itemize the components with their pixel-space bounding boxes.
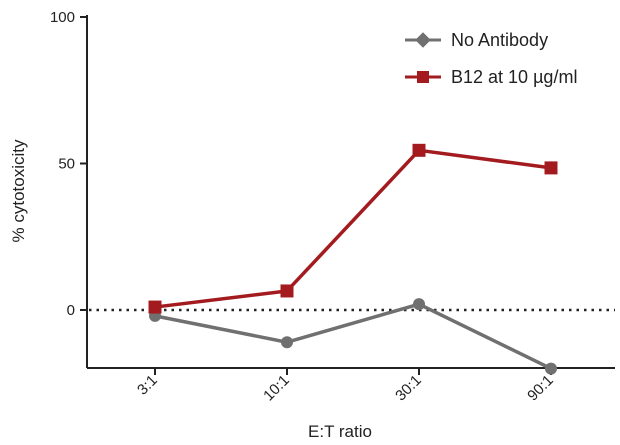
legend-swatch-b12-marker xyxy=(417,71,429,83)
x-ticks: 3:1 10:1 30:1 90:1 xyxy=(134,368,557,404)
series-line-b12-at-10-g-ml xyxy=(154,148,552,309)
data-point-b12-at-10-g-ml-3-1 xyxy=(148,300,162,314)
y-tick-label-100: 100 xyxy=(50,9,75,26)
x-tick-label-30-1: 30:1 xyxy=(392,372,425,405)
data-point-no-antibody-10-1 xyxy=(281,336,293,349)
legend-entry-b12: B12 at 10 µg/ml xyxy=(405,67,577,87)
series-layer xyxy=(148,143,558,375)
series-line-no-antibody xyxy=(154,302,552,371)
y-tick-label-50: 50 xyxy=(58,156,75,173)
y-ticks: 0 50 100 xyxy=(50,9,87,319)
data-point-no-antibody-90-1 xyxy=(545,362,557,375)
data-point-b12-at-10-g-ml-90-1 xyxy=(544,161,558,175)
data-point-b12-at-10-g-ml-30-1 xyxy=(412,143,426,157)
data-point-b12-at-10-g-ml-10-1 xyxy=(280,284,294,298)
data-point-no-antibody-30-1 xyxy=(413,298,425,311)
legend: No Antibody B12 at 10 µg/ml xyxy=(405,30,577,87)
x-axis-title: E:T ratio xyxy=(308,422,372,441)
x-tick-label-3-1: 3:1 xyxy=(134,372,161,399)
legend-entry-no-antibody: No Antibody xyxy=(405,30,548,50)
y-axis-title: % cytotoxicity xyxy=(9,139,28,242)
y-tick-label-0: 0 xyxy=(67,302,75,319)
legend-label-no-antibody: No Antibody xyxy=(451,30,548,50)
x-tick-label-90-1: 90:1 xyxy=(524,372,557,405)
legend-swatch-no-antibody-marker xyxy=(415,32,431,48)
legend-label-b12: B12 at 10 µg/ml xyxy=(451,67,577,87)
x-tick-label-10-1: 10:1 xyxy=(260,372,293,405)
